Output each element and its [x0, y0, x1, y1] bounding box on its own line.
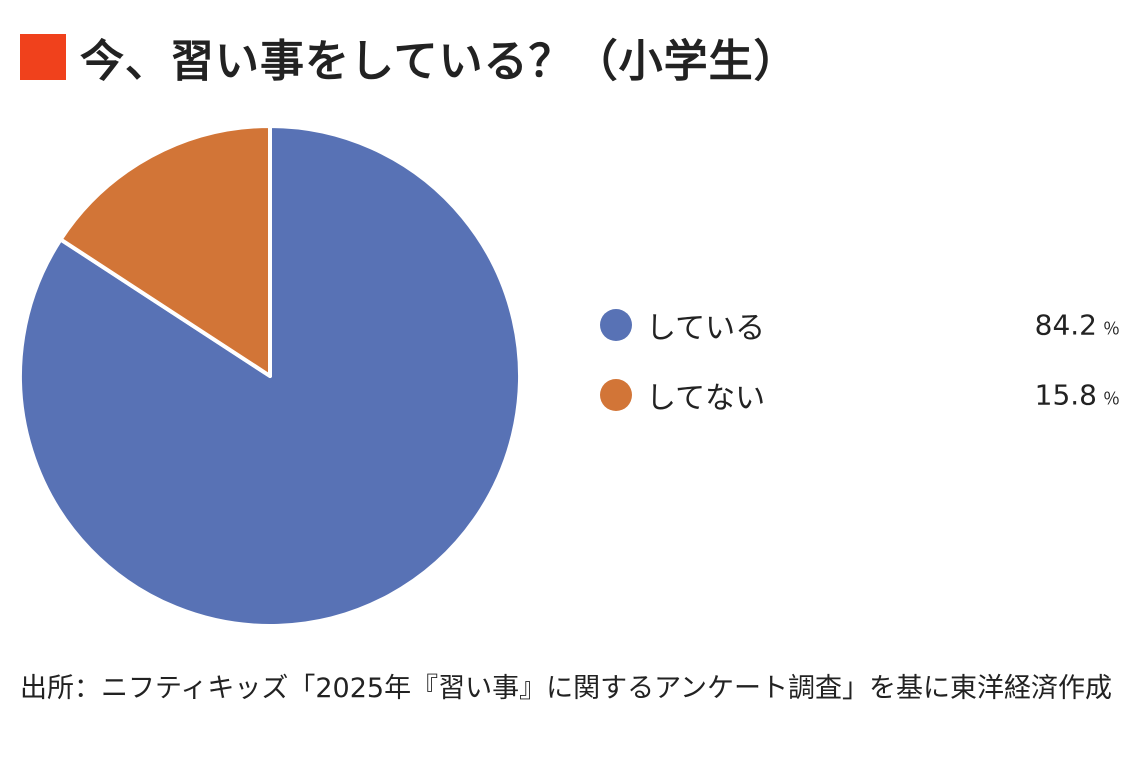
legend-label-not-doing: してない — [646, 381, 766, 416]
pie-chart — [14, 120, 526, 632]
legend: している 84.2 ％ してない 15.8 ％ — [600, 290, 1120, 430]
pie-slice-doing — [18, 124, 522, 628]
source-note: 出所：ニフティキッズ「2025年『習い事』に関するアンケート調査」を基に東洋経済… — [20, 673, 1113, 704]
legend-unit-not-doing: ％ — [1103, 389, 1120, 410]
legend-number-doing: 84.2 — [1034, 308, 1097, 342]
legend-swatch-doing — [600, 309, 632, 341]
pie-slices — [18, 124, 522, 628]
chart-title: 今、習い事をしている？（小学生） — [80, 36, 799, 87]
legend-unit-doing: ％ — [1103, 319, 1120, 340]
legend-swatch-not-doing — [600, 379, 632, 411]
title-marker — [20, 34, 66, 80]
legend-item-not-doing: してない 15.8 ％ — [600, 360, 1120, 430]
legend-value-not-doing: 15.8 ％ — [1035, 379, 1120, 412]
pie-svg — [18, 124, 522, 628]
legend-value-doing: 84.2 ％ — [1035, 309, 1120, 342]
pie-slice-not-doing — [58, 124, 272, 378]
legend-label-doing: している — [646, 311, 766, 346]
legend-number-not-doing: 15.8 — [1034, 378, 1097, 412]
chart-header: 今、習い事をしている？（小学生） — [20, 22, 799, 92]
legend-item-doing: している 84.2 ％ — [600, 290, 1120, 360]
